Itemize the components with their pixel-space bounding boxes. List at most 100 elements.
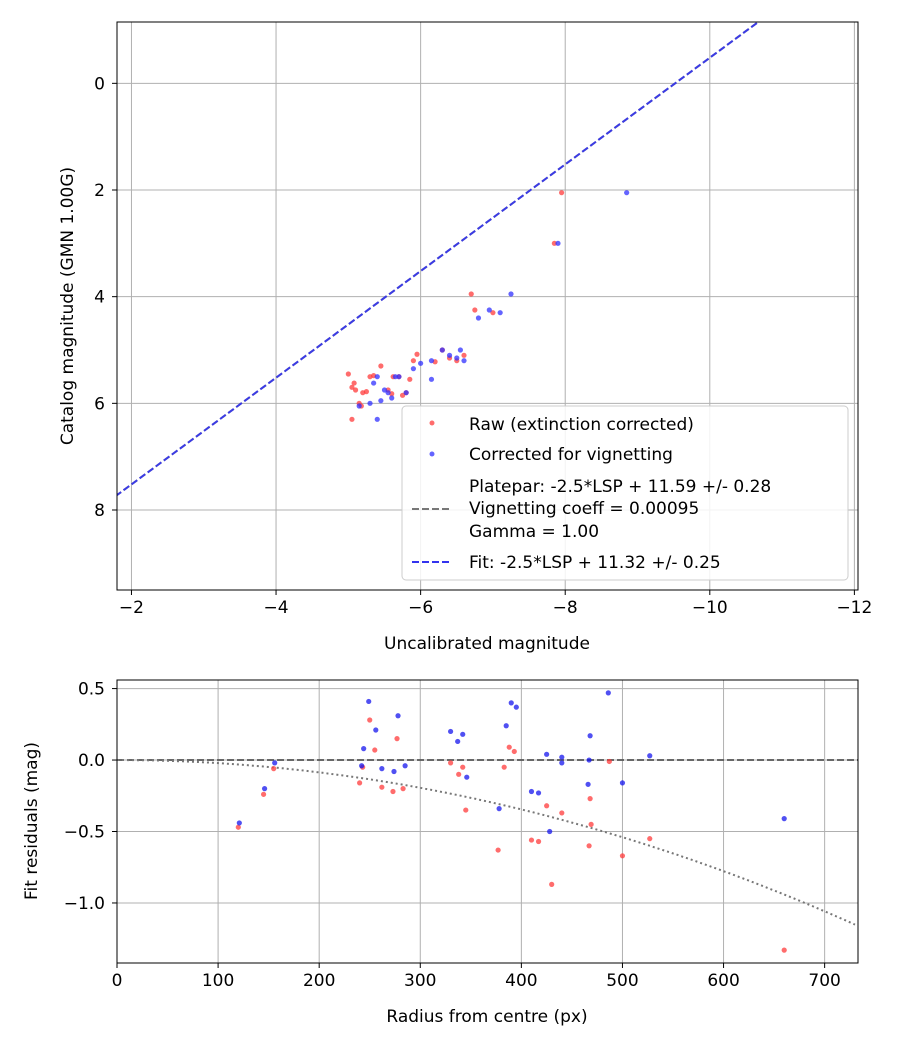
- top-raw-point: [352, 387, 359, 393]
- top-grid: [117, 22, 858, 590]
- bottom-corrected-point: [460, 731, 466, 737]
- bottom-raw-point: [587, 796, 593, 802]
- bottom-raw-point: [619, 853, 626, 859]
- bottom-raw-point: [235, 824, 241, 830]
- top-y-tick-label: 6: [94, 394, 105, 414]
- bottom-reference-lines: [117, 759, 858, 926]
- bottom-y-tick-label: −0.5: [64, 823, 105, 843]
- bottom-y-tick-label: −1.0: [64, 894, 105, 914]
- top-corrected-point: [454, 355, 460, 361]
- top-corrected-point: [446, 352, 453, 358]
- bottom-x-tick-label: 500: [606, 971, 638, 991]
- bottom-raw-point: [506, 744, 512, 750]
- bottom-raw-point: [394, 736, 400, 742]
- top-x-tick-label: −4: [264, 598, 289, 618]
- bottom-raw-point: [456, 771, 462, 777]
- bottom-y-tick-label: 0.5: [78, 680, 105, 700]
- top-corrected-point: [475, 315, 482, 321]
- top-corrected-point: [381, 387, 388, 393]
- bottom-corrected-point: [359, 763, 365, 769]
- bottom-corrected-point: [559, 754, 565, 760]
- bottom-raw-point: [586, 843, 592, 849]
- top-corrected-point: [378, 398, 384, 404]
- top-y-axis-label: Catalog magnitude (GMN 1.00G): [58, 167, 78, 445]
- bottom-corrected-point: [585, 781, 591, 787]
- top-corrected-point: [389, 395, 395, 401]
- bottom-corrected-point: [395, 713, 401, 719]
- top-corrected-point: [385, 390, 391, 396]
- top-corrected-point: [555, 240, 561, 246]
- bottom-corrected-point: [272, 760, 278, 766]
- bottom-raw-point: [781, 947, 787, 953]
- top-corrected-point: [461, 358, 467, 364]
- bottom-corrected-point: [781, 816, 787, 822]
- top-corrected-point: [486, 307, 492, 313]
- top-raw-point: [378, 363, 384, 369]
- top-panel-chart: −2 −4 −6 −8 −10 −12 0 2 4 6 8 Uncalibrated magnit…: [58, 21, 872, 654]
- top-corrected-point: [371, 380, 377, 386]
- top-corrected-point: [367, 400, 373, 406]
- bottom-raw-point: [260, 791, 267, 797]
- bottom-corrected-point: [544, 751, 550, 757]
- bottom-raw-point: [535, 838, 542, 845]
- top-plot-frame: [116, 21, 859, 591]
- vignetting-model-curve: [117, 759, 856, 926]
- bottom-corrected-point: [361, 746, 367, 752]
- bottom-raw-point: [606, 758, 612, 765]
- top-corrected-point: [418, 360, 424, 366]
- top-raw-point: [349, 384, 355, 390]
- top-corrected-point: [396, 374, 402, 380]
- bottom-raw-point: [400, 786, 406, 792]
- top-raw-point: [410, 358, 416, 364]
- bottom-panel-chart: 0 100 200 300 400 500 600 700 0.5 0.0 −0.5 −1.0 Ra…: [22, 679, 859, 1027]
- legend-box: [401, 405, 849, 581]
- bottom-raw-point: [559, 810, 565, 816]
- top-raw-point: [349, 416, 355, 422]
- top-y-ticks: 0 2 4 6 8: [94, 74, 117, 521]
- top-corrected-point: [403, 390, 409, 396]
- bottom-corrected-point: [547, 828, 553, 835]
- bottom-corrected-point: [236, 820, 242, 826]
- bottom-raw-point: [549, 881, 555, 887]
- bottom-raw-point: [528, 837, 535, 843]
- top-y-tick-label: 8: [94, 501, 105, 521]
- bottom-corrected-point: [535, 790, 542, 796]
- bottom-corrected-point: [373, 727, 379, 733]
- top-corrected-point: [374, 416, 380, 422]
- bottom-y-ticks: 0.5 0.0 −0.5 −1.0: [64, 680, 117, 914]
- top-raw-point: [551, 240, 557, 246]
- bottom-corrected-point: [379, 766, 385, 772]
- legend-raw-marker: [429, 420, 435, 426]
- bottom-corrected-point: [528, 788, 535, 795]
- bottom-corrected-point: [605, 690, 611, 696]
- top-corrected-point: [457, 347, 463, 353]
- top-raw-point: [351, 380, 357, 386]
- bottom-corrected-point: [496, 806, 502, 812]
- bottom-raw-point: [501, 764, 507, 770]
- top-corrected-point: [428, 358, 435, 364]
- top-x-tick-label: −6: [408, 598, 433, 618]
- bottom-raw-point: [379, 784, 385, 790]
- bottom-scatter-points: [235, 690, 787, 953]
- top-corrected-point: [356, 403, 362, 409]
- bottom-x-tick-label: 0: [112, 971, 123, 991]
- top-x-tick-label: −8: [553, 598, 578, 618]
- bottom-corrected-point: [513, 704, 519, 710]
- top-corrected-point: [428, 376, 435, 382]
- bottom-corrected-point: [559, 760, 565, 766]
- bottom-x-ticks: 0 100 200 300 400 500 600 700: [112, 963, 841, 991]
- top-raw-point: [363, 389, 370, 395]
- top-x-ticks: −2 −4 −6 −8 −10 −12: [119, 590, 872, 618]
- top-corrected-point: [508, 291, 514, 297]
- bottom-corrected-point: [503, 723, 509, 729]
- top-corrected-point: [497, 310, 503, 316]
- bottom-raw-point: [372, 747, 378, 753]
- top-corrected-point: [624, 190, 630, 196]
- bottom-corrected-point: [261, 786, 268, 792]
- bottom-raw-point: [448, 760, 454, 766]
- top-raw-point: [414, 351, 420, 357]
- bottom-x-tick-label: 100: [202, 971, 234, 991]
- top-y-tick-label: 2: [94, 181, 105, 201]
- bottom-corrected-point: [455, 738, 461, 745]
